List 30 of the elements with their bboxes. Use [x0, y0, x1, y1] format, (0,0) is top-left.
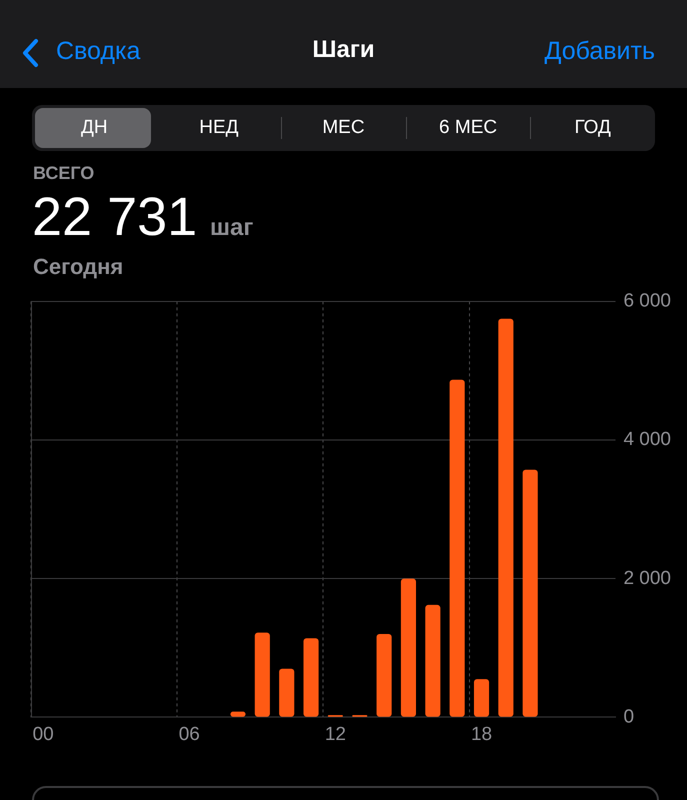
bar — [450, 380, 465, 717]
text: МЕС — [321, 116, 366, 140]
bar — [522, 470, 538, 717]
text: ДН — [80, 116, 109, 140]
x-tick-label: 12 — [324, 724, 346, 745]
bar — [400, 578, 416, 717]
chart-title: Шаги — [312, 36, 375, 63]
text: 22 731 — [32, 186, 198, 248]
y-tick-label: 6 000 — [623, 290, 671, 312]
text: шаг — [210, 214, 254, 242]
bar — [254, 632, 270, 717]
bar — [498, 318, 514, 717]
bar — [304, 638, 319, 717]
text: Сегодня — [33, 254, 124, 280]
text: Сводка — [56, 37, 140, 66]
bar — [425, 604, 440, 717]
x-tick-label: 00 — [32, 724, 54, 745]
x-tick-label: 18 — [470, 724, 492, 745]
y-tick-label: 0 — [623, 706, 634, 728]
bar — [376, 634, 392, 717]
y-tick-label: 4 000 — [623, 429, 671, 450]
bar — [279, 668, 294, 717]
text: ГОД — [573, 116, 612, 140]
y-tick-label: 2 000 — [623, 568, 671, 589]
bar — [474, 679, 490, 717]
x-tick-label: 06 — [178, 724, 200, 745]
text: Добавить — [544, 37, 655, 66]
text: НЕД — [198, 116, 240, 140]
text: ВСЕГО — [33, 163, 94, 184]
text: 6 МЕС — [438, 116, 498, 140]
